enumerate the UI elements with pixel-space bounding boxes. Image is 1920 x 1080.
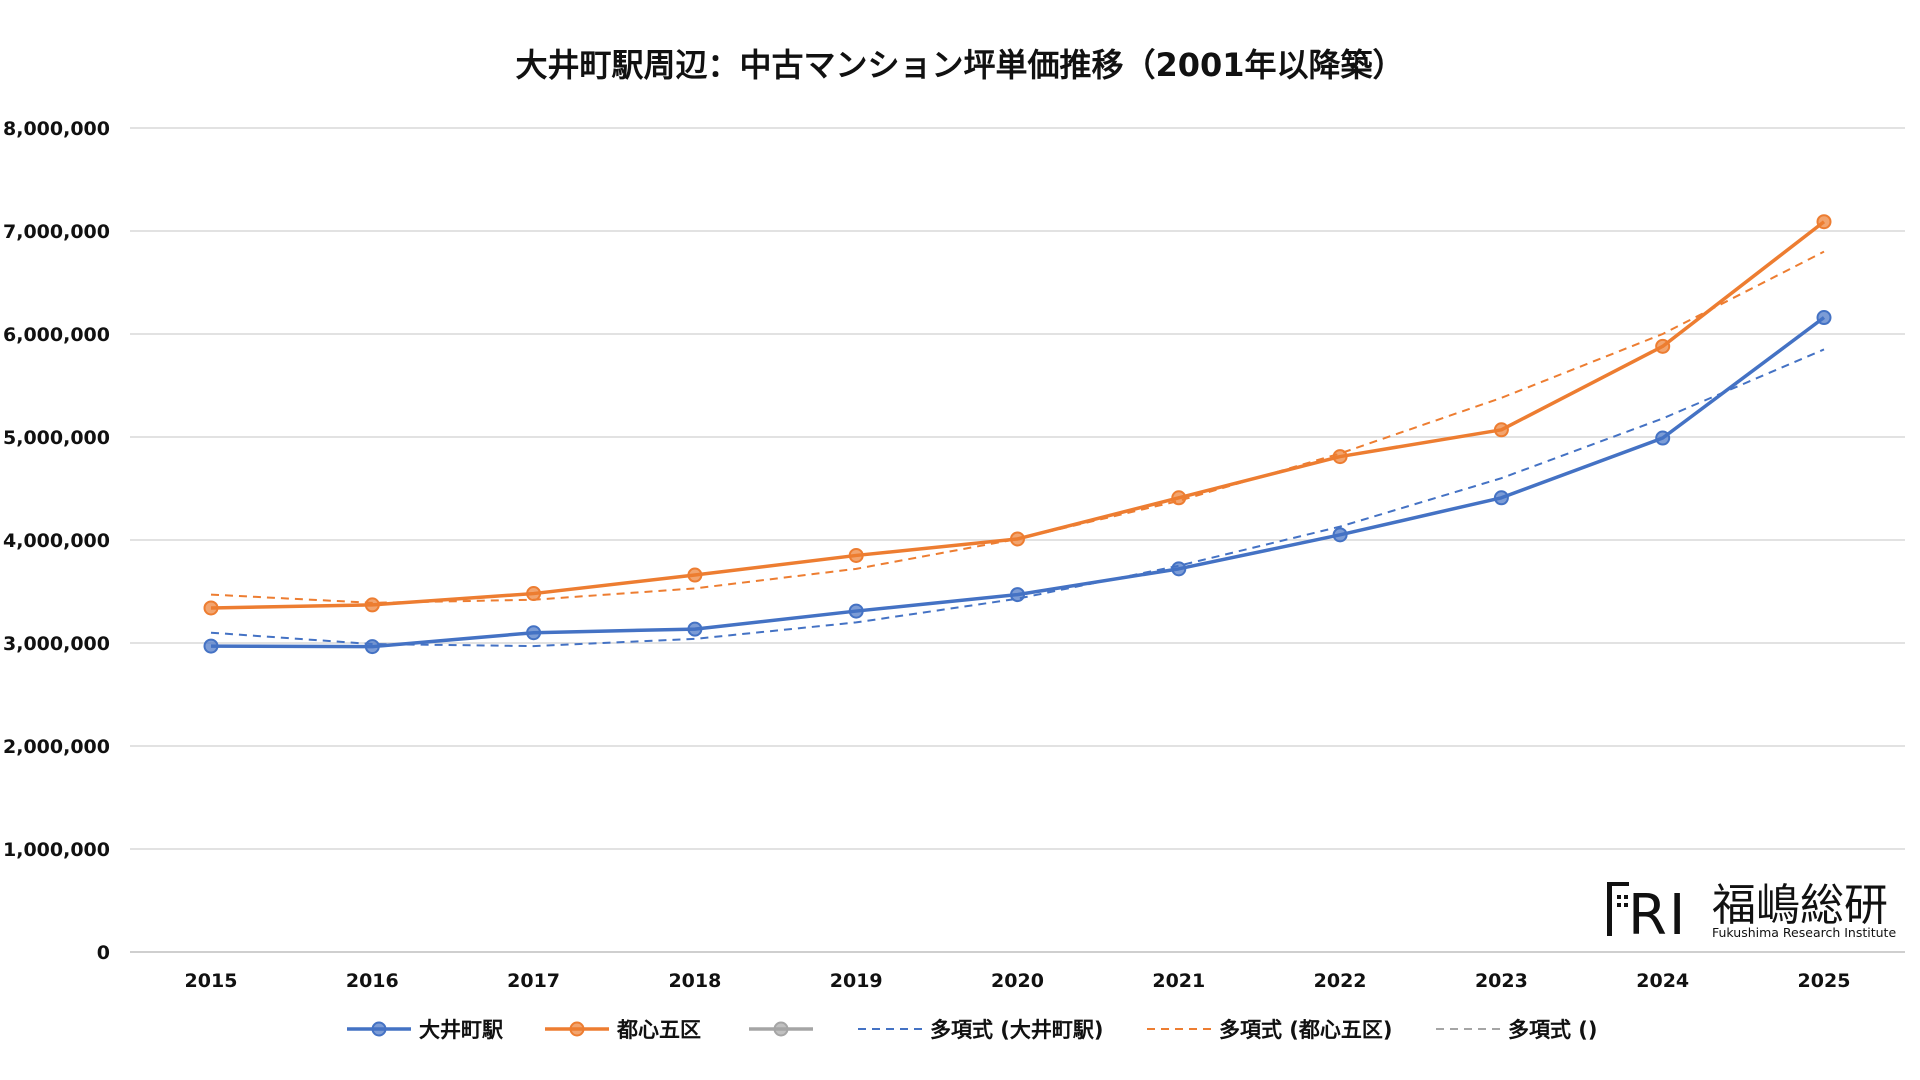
- y-tick-label: 0: [97, 942, 110, 964]
- legend-item: 都心五区: [545, 1018, 701, 1042]
- legend-item: 多項式 (大井町駅): [858, 1018, 1104, 1042]
- x-tick-label: 2015: [185, 970, 238, 992]
- legend-marker: [569, 1021, 585, 1037]
- x-tick-label: 2016: [346, 970, 399, 992]
- data-point: [687, 621, 703, 637]
- y-tick-label: 7,000,000: [3, 221, 110, 243]
- series-line: [210, 220, 1826, 610]
- legend-marker: [773, 1021, 789, 1037]
- data-point: [1171, 490, 1187, 506]
- data-point: [1816, 310, 1832, 326]
- y-tick-label: 5,000,000: [3, 427, 110, 449]
- y-tick-label: 8,000,000: [3, 118, 110, 140]
- data-point: [848, 603, 864, 619]
- legend-item: 多項式 (都心五区): [1147, 1018, 1393, 1042]
- data-point: [1816, 214, 1832, 230]
- legend-marker: [371, 1021, 387, 1037]
- x-tick-label: 2021: [1152, 970, 1205, 992]
- data-point: [1493, 422, 1509, 438]
- legend-label: 多項式 (大井町駅): [930, 1018, 1104, 1042]
- data-point: [1010, 531, 1025, 547]
- logo-name-en: Fukushima Research Institute: [1712, 925, 1896, 940]
- data-point: [526, 625, 542, 641]
- logo-abbr: RI: [1628, 883, 1687, 948]
- logo-name-jp: 福嶋総研: [1712, 880, 1888, 931]
- y-tick-label: 2,000,000: [3, 736, 110, 758]
- data-point: [1655, 338, 1671, 354]
- fri-logo-mark: [1607, 882, 1629, 936]
- axis-tick-labels: 0 1,000,000 2,000,000 3,000,000 4,000,000 5,0…: [3, 118, 1850, 992]
- trendline: [210, 250, 1825, 604]
- data-point: [364, 639, 380, 655]
- x-tick-label: 2020: [991, 970, 1044, 992]
- data-point: [1655, 430, 1671, 446]
- legend-item: [749, 1021, 813, 1037]
- data-point: [1493, 490, 1509, 506]
- x-tick-label: 2022: [1314, 970, 1367, 992]
- data-point: [203, 600, 219, 616]
- fri-logo: RI 福嶋総研 Fukushima Research Institute: [1607, 880, 1896, 948]
- legend-label: 都心五区: [616, 1018, 701, 1042]
- data-point: [526, 586, 542, 602]
- data-series: [203, 214, 1832, 655]
- legend-label: 多項式 (都心五区): [1219, 1018, 1393, 1042]
- trendlines: [210, 250, 1825, 648]
- trendline: [210, 348, 1825, 648]
- x-tick-label: 2017: [507, 970, 560, 992]
- x-tick-label: 2024: [1636, 970, 1689, 992]
- legend-label: 多項式 (): [1508, 1018, 1598, 1042]
- data-point: [848, 547, 864, 563]
- y-tick-label: 1,000,000: [3, 839, 110, 861]
- data-point: [1332, 449, 1348, 465]
- chart-title: 大井町駅周辺：中古マンション坪単価推移（2001年以降築）: [515, 46, 1404, 84]
- y-tick-label: 3,000,000: [3, 633, 110, 655]
- data-point: [1332, 527, 1348, 543]
- legend-item: 大井町駅: [347, 1018, 504, 1042]
- data-point: [364, 597, 380, 613]
- data-point: [1010, 587, 1025, 603]
- x-tick-label: 2025: [1798, 970, 1851, 992]
- y-tick-label: 6,000,000: [3, 324, 110, 346]
- data-point: [203, 638, 219, 654]
- y-tick-label: 4,000,000: [3, 530, 110, 552]
- data-point: [687, 567, 703, 583]
- data-point: [1171, 561, 1187, 577]
- x-tick-label: 2019: [830, 970, 883, 992]
- x-tick-label: 2018: [668, 970, 721, 992]
- x-tick-label: 2023: [1475, 970, 1528, 992]
- legend-item: 多項式 (): [1436, 1018, 1598, 1042]
- legend-label: 大井町駅: [419, 1018, 504, 1042]
- legend: 大井町駅 都心五区 多項式 (大井町駅) 多項式 (都心五区) 多項式 (): [347, 1018, 1598, 1042]
